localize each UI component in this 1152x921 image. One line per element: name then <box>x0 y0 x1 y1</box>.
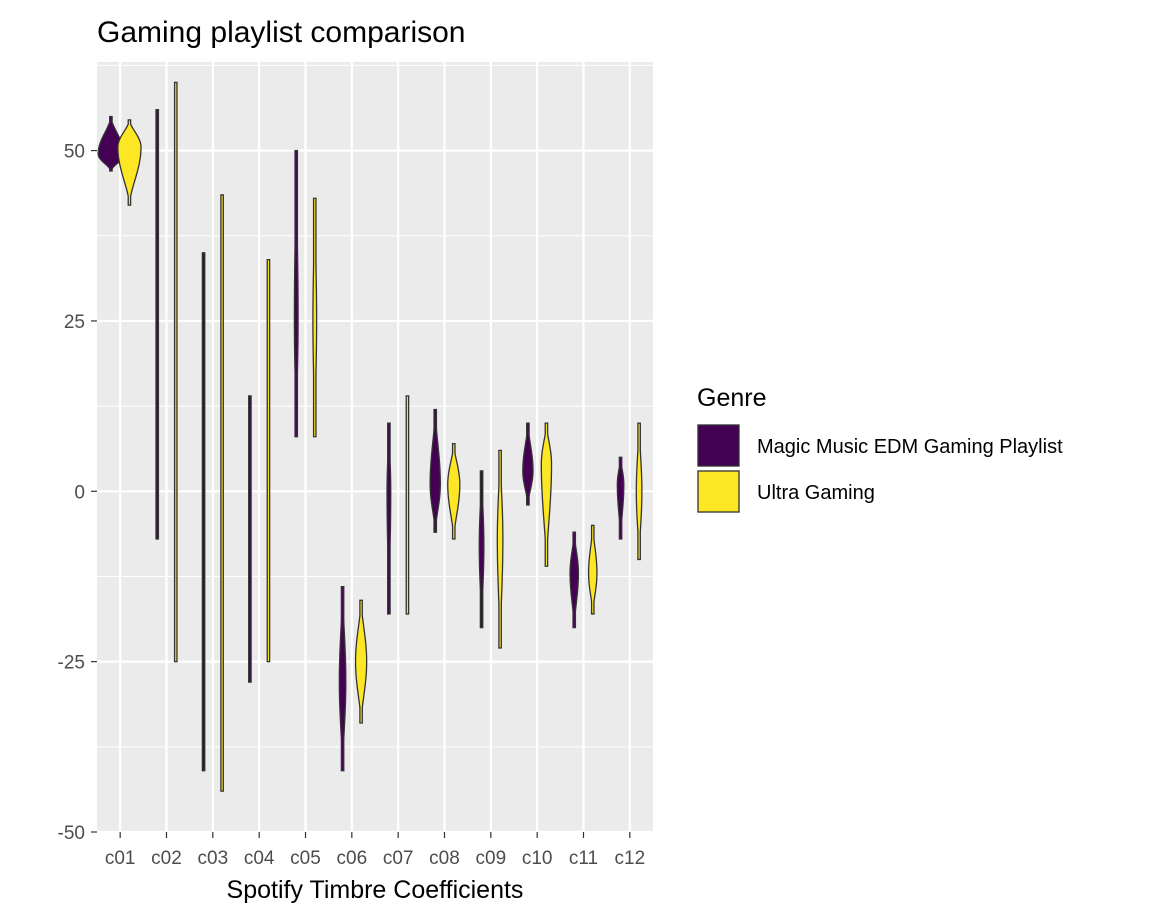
y-tick-label: 0 <box>74 482 85 503</box>
axis-layer: -50 -25 0 25 50 c01 c02 c03 c04 c05 c06 c07 c08 c09 c1… <box>58 142 646 869</box>
x-tick-label-c07: c07 <box>383 848 414 869</box>
violin-c04-series-1 <box>248 395 252 683</box>
chart-title: Gaming playlist comparison <box>97 16 465 49</box>
violin-c06-series-2 <box>354 599 368 724</box>
violin-c11-series-1 <box>569 531 580 629</box>
legend-label-2: Ultra Gaming <box>757 482 875 504</box>
violin-c07-series-1 <box>386 422 392 615</box>
x-axis-title: Spotify Timbre Coefficients <box>227 876 524 904</box>
x-tick-label-c03: c03 <box>198 848 229 869</box>
violin-c12-series-2 <box>635 422 643 561</box>
x-tick-label-c08: c08 <box>429 848 460 869</box>
x-tick-label-c12: c12 <box>615 848 646 869</box>
y-tick-label: 25 <box>64 312 85 333</box>
violin-c05-series-2 <box>312 197 318 438</box>
violin-c10-series-1 <box>522 422 534 506</box>
x-tick-label-c05: c05 <box>290 848 321 869</box>
violin-c06-series-1 <box>338 586 347 772</box>
violin-c04-series-2 <box>266 258 271 663</box>
legend-label-1: Magic Music EDM Gaming Playlist <box>757 436 1063 458</box>
x-tick-label-c04: c04 <box>244 848 275 869</box>
y-tick-label: 50 <box>64 142 85 163</box>
violin-c03-series-2 <box>220 194 224 792</box>
x-tick-label-c06: c06 <box>337 848 368 869</box>
violin-c07-series-2 <box>405 395 410 615</box>
violin-c03-series-1 <box>201 252 206 772</box>
violin-c12-series-1 <box>616 456 625 540</box>
legend-swatch-1 <box>697 424 740 467</box>
x-tick-label-c10: c10 <box>522 848 553 869</box>
violin-c08-series-1 <box>429 408 441 533</box>
x-tick-label-c11: c11 <box>569 848 598 869</box>
violin-c11-series-2 <box>587 524 598 615</box>
violin-c02-series-1 <box>155 109 160 540</box>
violin-c01-series-1 <box>97 115 125 172</box>
violin-c02-series-2 <box>173 81 178 663</box>
violin-c10-series-2 <box>540 422 553 567</box>
legend-title: Genre <box>697 384 766 412</box>
violin-layer <box>97 81 643 792</box>
x-tick-label-c01: c01 <box>105 848 136 869</box>
x-tick-label-c09: c09 <box>476 848 507 869</box>
grid-layer <box>97 62 653 834</box>
legend-swatch-2 <box>697 470 740 513</box>
violin-c09-series-1 <box>478 470 485 629</box>
y-tick-label: -25 <box>58 653 85 674</box>
legend: Genre Magic Music EDM Gaming Playlist Ult… <box>697 384 1063 513</box>
plot-panel <box>97 62 653 832</box>
x-tick-label-c02: c02 <box>151 848 182 869</box>
violin-c05-series-1 <box>293 149 299 438</box>
violin-c08-series-2 <box>447 442 461 540</box>
violin-c09-series-2 <box>496 449 504 649</box>
y-tick-label: -50 <box>58 823 85 844</box>
violin-c01-series-2 <box>117 119 142 206</box>
